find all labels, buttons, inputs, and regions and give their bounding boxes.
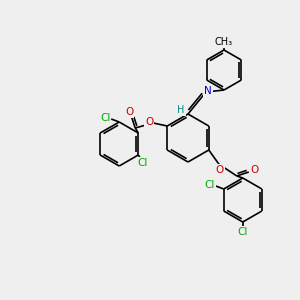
Text: O: O — [145, 117, 153, 127]
Text: CH₃: CH₃ — [215, 37, 233, 47]
Text: O: O — [125, 107, 133, 117]
Text: Cl: Cl — [238, 227, 248, 237]
Text: N: N — [204, 86, 212, 96]
Text: Cl: Cl — [100, 113, 110, 123]
Text: O: O — [251, 165, 259, 175]
Text: Cl: Cl — [137, 158, 148, 168]
Text: Cl: Cl — [205, 180, 215, 190]
Text: O: O — [216, 165, 224, 175]
Text: H: H — [177, 105, 185, 115]
